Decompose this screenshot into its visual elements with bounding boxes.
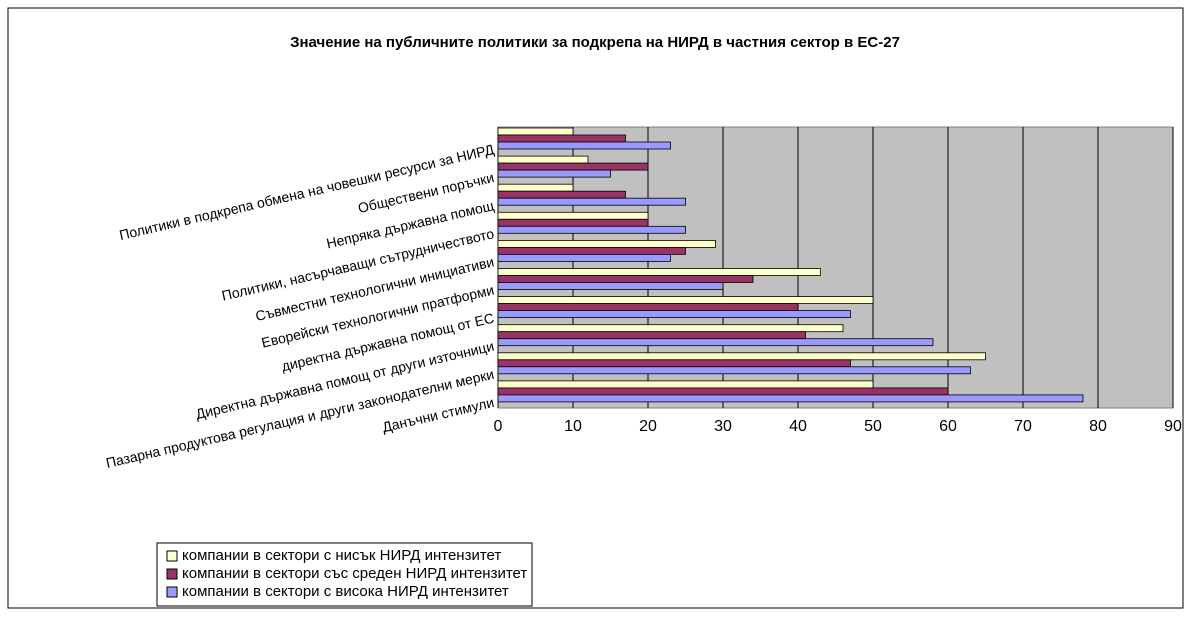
bar [497, 225, 686, 234]
bar [497, 162, 649, 171]
bar [497, 197, 686, 206]
bar [497, 253, 671, 262]
bar [497, 359, 851, 368]
bar [497, 324, 844, 333]
legend-label: компании в сектори с нисък НИРД интензит… [182, 547, 501, 564]
bar [497, 366, 971, 375]
bar [497, 296, 874, 305]
legend-swatch [166, 568, 178, 580]
x-tick-label: 10 [564, 418, 582, 435]
bar [497, 190, 626, 199]
bar [497, 352, 986, 361]
x-tick-label: 90 [1164, 418, 1182, 435]
x-tick-label: 80 [1089, 418, 1107, 435]
bar [497, 394, 1084, 403]
bar [497, 169, 611, 178]
bar [497, 282, 724, 290]
x-tick-label: 20 [639, 418, 657, 435]
bar [497, 211, 649, 220]
bar [497, 331, 806, 340]
x-tick-label: 40 [789, 418, 807, 435]
bar [497, 338, 934, 347]
legend [156, 542, 533, 607]
x-tick-label: 60 [939, 418, 957, 435]
bar [497, 183, 574, 192]
bar [497, 303, 799, 312]
x-tick-label: 30 [714, 418, 732, 435]
bar [497, 246, 686, 255]
x-tick-label: 50 [864, 418, 882, 435]
x-tick-label: 70 [1014, 418, 1032, 435]
bar [497, 239, 716, 248]
chart-title: Значение на публичните политики за подкр… [290, 34, 900, 51]
bar [497, 380, 874, 389]
bar [497, 218, 649, 227]
bar [497, 275, 754, 283]
bar [497, 127, 574, 136]
legend-swatch [166, 550, 178, 562]
bar [497, 141, 671, 150]
legend-label: компании в сектори с висока НИРД интензи… [182, 583, 509, 600]
legend-label: компании в сектори със среден НИРД интен… [182, 565, 527, 582]
bar [497, 134, 626, 143]
bar [497, 310, 851, 319]
bar [497, 155, 589, 164]
bar [497, 387, 949, 396]
bar [497, 268, 821, 276]
x-tick-label: 0 [494, 418, 503, 435]
legend-swatch [166, 586, 178, 598]
